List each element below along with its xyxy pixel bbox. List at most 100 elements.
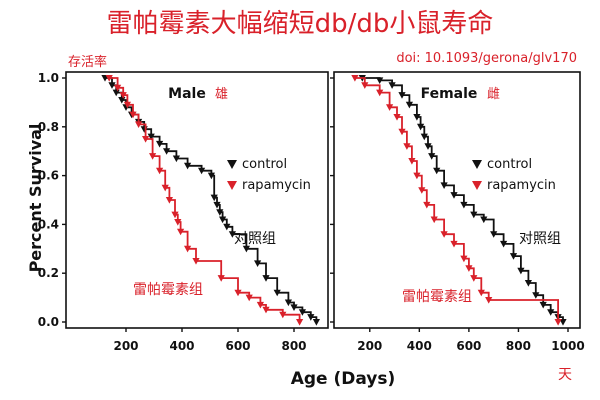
annotation-control: 对照组: [519, 231, 561, 247]
rapamycin-point: [403, 143, 411, 150]
control-point: [524, 280, 532, 287]
control-point: [216, 209, 224, 216]
y-tick-label: 0.4: [38, 217, 59, 231]
rapamycin-point: [279, 311, 287, 319]
control-point: [398, 92, 406, 99]
control-point: [228, 231, 236, 238]
control-point: [547, 309, 555, 316]
rapamycin-point: [174, 219, 182, 226]
rapamycin-point: [418, 187, 426, 194]
rapamycin-point: [554, 319, 562, 326]
rapamycin-point: [430, 216, 438, 224]
rapamycin-point: [393, 114, 401, 121]
control-point: [460, 201, 468, 209]
annotation-rapamycin: 雷帕霉素组: [402, 289, 472, 305]
control-point: [213, 201, 221, 209]
legend-marker-rapamycin: [472, 181, 482, 190]
y-tick-label: 0.0: [38, 315, 59, 329]
control-point: [539, 301, 547, 309]
rapamycin-point: [351, 75, 359, 82]
x-tick-label: 800: [281, 339, 306, 353]
legend-label-rapamycin: rapamycin: [242, 178, 311, 193]
control-point: [413, 114, 421, 121]
rapamycin-point: [105, 75, 113, 82]
control-point: [405, 101, 413, 109]
rapamycin-point: [485, 297, 493, 304]
rapamycin-point: [165, 197, 173, 204]
rapamycin-point: [450, 240, 458, 248]
control-point: [420, 133, 428, 141]
rapamycin-point: [217, 275, 225, 282]
control-point: [440, 182, 448, 189]
control-point: [112, 89, 120, 97]
control-point: [207, 172, 215, 180]
annotation-rapamycin: 雷帕霉素组: [133, 282, 203, 298]
legend-marker-rapamycin: [227, 181, 237, 190]
rapamycin-point: [413, 172, 421, 180]
rapamycin-point: [262, 306, 270, 314]
x-tick-label: 1000: [551, 339, 584, 353]
rapamycin-point: [114, 84, 122, 92]
control-point: [517, 267, 525, 275]
rapamycin-point: [192, 258, 200, 265]
control-point: [262, 275, 270, 282]
panel-frame: [333, 71, 581, 329]
x-tick-label: 600: [456, 339, 481, 353]
x-tick-label: 800: [506, 339, 531, 353]
control-point: [450, 192, 458, 199]
legend-marker-control: [472, 160, 482, 169]
control-point: [147, 133, 155, 141]
figure-title: 雷帕霉素大幅缩短db/db小鼠寿命: [107, 9, 494, 39]
legend-label-control: control: [487, 157, 532, 172]
control-point: [490, 231, 498, 238]
legend-label-control: control: [242, 157, 287, 172]
rapamycin-point: [460, 255, 468, 263]
annotation-control: 对照组: [234, 231, 276, 247]
x-tick-label: 400: [407, 339, 432, 353]
y-tick-label: 0.8: [38, 120, 59, 134]
y-tick-label: 1.0: [38, 71, 59, 85]
survival-cn-label: 存活率: [68, 54, 107, 70]
x-axis-label: Age (Days): [291, 369, 396, 389]
rapamycin-point: [423, 201, 431, 209]
panel-subtitle-cn: 雌: [487, 86, 500, 102]
control-point: [559, 319, 567, 326]
control-point: [470, 211, 478, 219]
rapamycin-point: [465, 265, 473, 272]
control-point: [210, 194, 218, 202]
control-point: [223, 223, 231, 231]
control-point: [480, 216, 488, 224]
control-point: [376, 77, 384, 84]
rapamycin-point: [470, 275, 478, 282]
rapamycin-point: [184, 245, 192, 253]
rapamycin-point: [386, 104, 394, 111]
x-tick-label: 200: [357, 339, 382, 353]
rapamycin-point: [177, 228, 185, 236]
y-tick-label: 0.6: [38, 169, 59, 183]
x-tick-label: 200: [113, 339, 138, 353]
rapamycin-point: [440, 231, 448, 238]
control-point: [388, 82, 396, 89]
rapamycin-point: [234, 289, 242, 297]
y-tick-label: 0.2: [38, 266, 59, 280]
rapamycin-point: [156, 167, 164, 175]
rapamycin-point: [123, 101, 131, 109]
control-point: [417, 123, 425, 131]
control-point: [242, 245, 250, 253]
control-point: [290, 304, 298, 311]
rapamycin-point: [477, 289, 485, 297]
control-point: [219, 216, 227, 224]
control-point: [108, 82, 116, 89]
control-point: [184, 162, 192, 170]
control-survival-line: [362, 77, 564, 322]
panel-frame: [65, 71, 329, 329]
control-point: [198, 167, 206, 175]
control-point: [424, 143, 432, 150]
y-axis-label: Percent Survival: [26, 124, 45, 273]
rapamycin-point: [245, 294, 253, 302]
rapamycin-survival-line: [354, 77, 559, 322]
female-panel: 200 400 600 800 1000 Female 雌 control rapamycin 对…: [330, 71, 585, 353]
legend-label-rapamycin: rapamycin: [487, 178, 556, 193]
rapamycin-point: [376, 89, 384, 97]
